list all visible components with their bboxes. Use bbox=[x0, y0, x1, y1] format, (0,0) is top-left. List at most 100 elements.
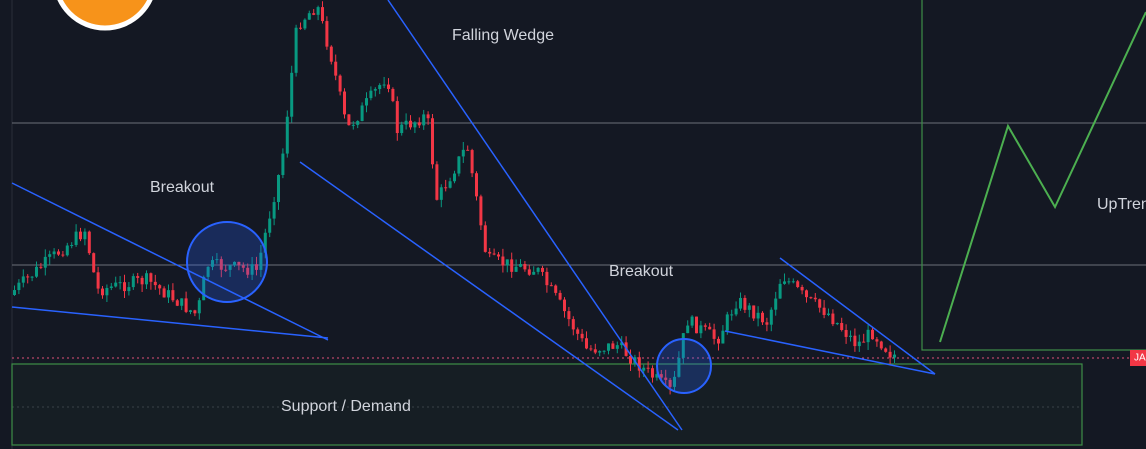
candle-body bbox=[21, 276, 25, 283]
candle-body bbox=[127, 287, 131, 292]
candle-body bbox=[17, 282, 21, 291]
candle-body bbox=[739, 297, 742, 309]
candle-body bbox=[862, 341, 866, 343]
candle-body bbox=[57, 251, 60, 255]
candle-body bbox=[453, 173, 456, 182]
candle-body bbox=[765, 322, 769, 325]
candle-body bbox=[48, 254, 52, 257]
candle-body bbox=[853, 335, 857, 347]
candle-body bbox=[844, 329, 848, 337]
candle-body bbox=[409, 120, 412, 128]
candle-body bbox=[831, 313, 835, 325]
candle-body bbox=[294, 27, 298, 73]
candle-body bbox=[439, 187, 443, 200]
candle-body bbox=[576, 329, 580, 334]
candle-body bbox=[523, 264, 527, 270]
price-tag bbox=[1130, 350, 1146, 366]
candle-body bbox=[61, 254, 65, 256]
candle-body bbox=[673, 376, 676, 387]
candle-body bbox=[79, 231, 82, 240]
annotation: Support / Demand bbox=[281, 398, 411, 415]
candle-body bbox=[422, 114, 426, 126]
annotation: Breakout bbox=[150, 179, 215, 196]
breakout-circle bbox=[186, 221, 268, 303]
candle-body bbox=[761, 312, 764, 323]
candle-body bbox=[431, 118, 434, 165]
candle-body bbox=[382, 84, 386, 86]
candle-body bbox=[787, 281, 791, 283]
candle-body bbox=[796, 281, 800, 287]
candle-body bbox=[74, 231, 78, 245]
annotation: Breakout bbox=[609, 263, 674, 280]
candle-body bbox=[329, 46, 333, 62]
trendline bbox=[11, 306, 329, 339]
candle-body bbox=[475, 173, 478, 197]
annotation: UpTrend bbox=[1097, 196, 1146, 213]
candle-body bbox=[343, 91, 346, 115]
trendline bbox=[11, 182, 329, 341]
candle-body bbox=[175, 300, 179, 306]
candle-body bbox=[567, 311, 571, 320]
candle-body bbox=[659, 374, 663, 378]
candle-body bbox=[400, 124, 404, 134]
candle-body bbox=[602, 350, 606, 352]
candle-body bbox=[197, 300, 201, 314]
candle-body bbox=[637, 357, 641, 371]
annotation: Falling Wedge bbox=[452, 27, 554, 44]
trendlines bbox=[11, 0, 936, 431]
candle-body bbox=[109, 286, 113, 288]
candle-body bbox=[866, 329, 870, 343]
candle-body bbox=[387, 84, 390, 89]
candle-body bbox=[224, 269, 228, 271]
candle-body bbox=[519, 264, 522, 267]
candle-body bbox=[783, 281, 786, 284]
candle-body bbox=[30, 276, 34, 278]
candle-body bbox=[703, 325, 707, 327]
candle-body bbox=[43, 256, 47, 268]
candle-body bbox=[725, 314, 729, 331]
candle-body bbox=[180, 298, 184, 306]
candle-body bbox=[360, 105, 364, 122]
candle-body bbox=[26, 276, 30, 278]
candle-body bbox=[615, 345, 619, 349]
candle-body bbox=[118, 282, 122, 284]
candle-body bbox=[756, 312, 760, 319]
candle-body bbox=[686, 325, 690, 334]
candle-body bbox=[699, 325, 703, 334]
candle-body bbox=[611, 343, 615, 349]
candle-body bbox=[123, 282, 126, 292]
candle-body bbox=[857, 341, 861, 347]
breakout-circle bbox=[656, 338, 712, 394]
candle-body bbox=[664, 377, 668, 380]
candle-body bbox=[237, 261, 241, 266]
candle-body bbox=[651, 368, 654, 378]
candle-body bbox=[536, 267, 540, 272]
candle-body bbox=[800, 286, 804, 291]
candle-body bbox=[149, 273, 153, 282]
candle-body bbox=[712, 329, 716, 339]
candle-body bbox=[321, 7, 324, 22]
support-zone bbox=[11, 363, 1083, 446]
candle-body bbox=[646, 367, 650, 369]
candle-body bbox=[501, 256, 505, 266]
candle-body bbox=[541, 267, 544, 272]
candle-body bbox=[483, 225, 487, 252]
candle-body bbox=[743, 297, 747, 310]
candle-body bbox=[655, 374, 659, 378]
candle-body bbox=[228, 265, 232, 270]
candle-body bbox=[492, 253, 496, 255]
candle-body bbox=[514, 266, 518, 272]
candle-body bbox=[391, 88, 395, 102]
candle-body bbox=[281, 153, 285, 176]
candle-body bbox=[35, 266, 38, 277]
candle-body bbox=[642, 367, 646, 371]
candle-body bbox=[549, 285, 553, 287]
candle-body bbox=[488, 251, 492, 254]
candle-body bbox=[668, 379, 672, 387]
logo bbox=[57, 0, 153, 31]
candle-body bbox=[153, 281, 157, 286]
candle-body bbox=[580, 333, 584, 339]
candle-body bbox=[681, 333, 685, 358]
